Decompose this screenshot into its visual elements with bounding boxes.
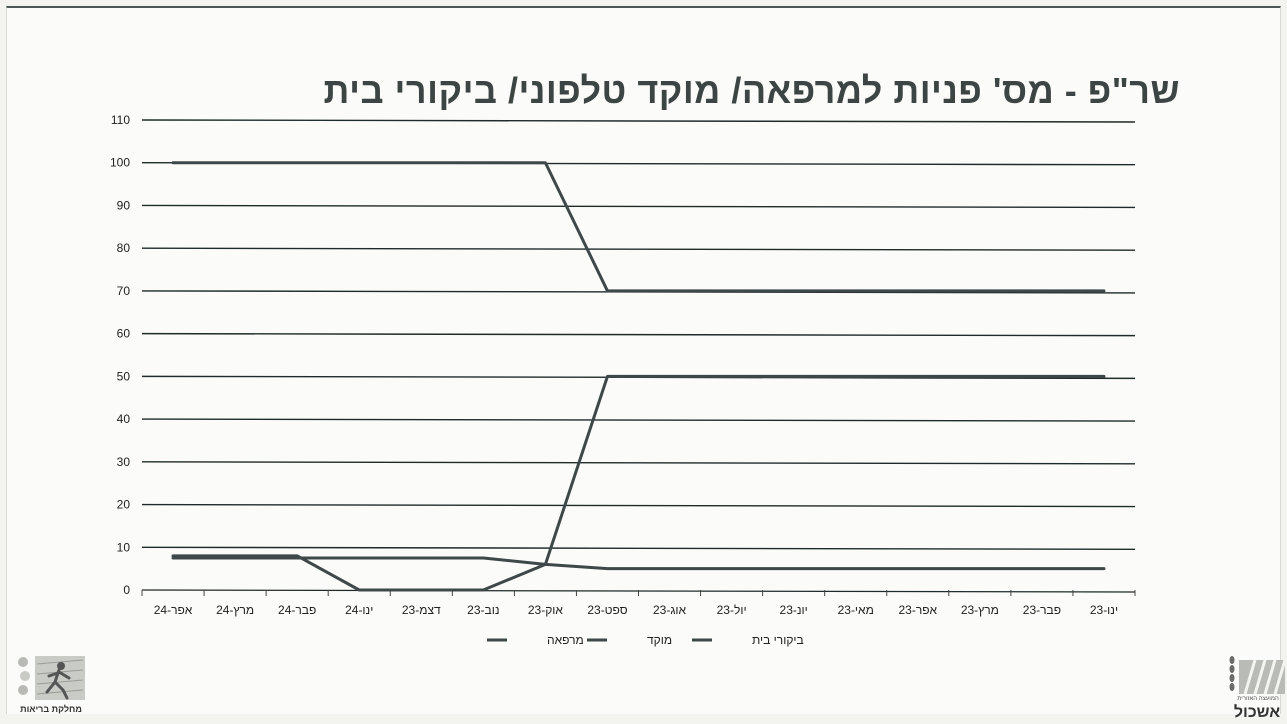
y-tick-label: 40 — [117, 412, 131, 426]
y-tick-label: 20 — [117, 498, 131, 512]
y-tick-label: 10 — [117, 540, 131, 554]
x-tick-label: מרץ-24 — [216, 603, 254, 617]
y-tick-label: 30 — [117, 455, 131, 469]
series-line-0 — [173, 163, 1104, 291]
y-tick-label: 110 — [111, 113, 130, 127]
x-tick-label: אוק-23 — [528, 603, 564, 617]
x-tick-label: יול-23 — [717, 603, 747, 617]
legend-label: ביקורי בית — [752, 633, 804, 647]
legend-label: מוקד — [647, 633, 672, 647]
health-department-label: מחלקת בריאות — [15, 704, 87, 714]
grid-lines — [142, 120, 1135, 592]
gridline-10 — [142, 547, 1135, 549]
legend: מרפאה מוקד ביקורי בית — [487, 633, 804, 647]
gridline-90 — [142, 205, 1135, 207]
legend-label: מרפאה — [547, 633, 584, 647]
x-tick-label: אפר-24 — [154, 603, 193, 617]
x-tick-label: ספט-23 — [587, 603, 627, 617]
x-tick-label: פבר-23 — [1023, 603, 1061, 617]
y-tick-label: 90 — [117, 198, 131, 212]
x-axis-ticks: ינו-23 פבר-23 מרץ-23 אפר-23 מאי-23 יונ-23 יול-… — [142, 590, 1135, 617]
gridline-40 — [142, 419, 1135, 421]
x-tick-label: מאי-23 — [838, 603, 874, 617]
runner-logo-icon — [15, 654, 87, 704]
eshkol-logo: המועצה האזורית אשכול — [1225, 652, 1287, 724]
y-tick-label: 100 — [110, 156, 130, 170]
x-tick-label: מרץ-23 — [961, 603, 999, 617]
y-axis-ticks: 0 10 20 30 40 50 60 70 80 90 100 110 — [110, 113, 130, 597]
x-tick-label: נוב-23 — [467, 603, 499, 617]
gridline-60 — [142, 334, 1135, 336]
y-tick-label: 50 — [117, 369, 131, 383]
gridline-20 — [142, 505, 1135, 507]
x-tick-label: אפר-23 — [898, 603, 937, 617]
gridline-30 — [142, 462, 1135, 464]
council-sub-label: המועצה האזורית — [1231, 696, 1285, 702]
gridline-110 — [142, 120, 1135, 122]
y-tick-label: 80 — [117, 241, 131, 255]
gridline-80 — [142, 248, 1135, 250]
y-tick-label: 60 — [117, 327, 131, 341]
y-tick-label: 0 — [123, 583, 130, 597]
x-tick-label: אוג-23 — [653, 603, 687, 617]
slide: שר"פ - מס' פניות למרפאה/ מוקד טלפוני/ בי… — [6, 6, 1281, 714]
line-chart: 0 10 20 30 40 50 60 70 80 90 100 110 ינו-23 פבר-23 מר… — [7, 8, 1282, 716]
x-tick-label: ינו-23 — [1090, 603, 1118, 617]
y-tick-label: 70 — [117, 284, 131, 298]
wheat-logo-icon — [1225, 652, 1287, 698]
council-name: אשכול — [1227, 704, 1287, 722]
x-tick-label: ינו-24 — [345, 603, 373, 617]
health-department-logo: מחלקת בריאות — [15, 654, 95, 718]
x-tick-label: יונ-23 — [780, 603, 808, 617]
x-tick-label: דצמ-23 — [402, 603, 441, 617]
x-tick-label: פבר-24 — [278, 603, 316, 617]
